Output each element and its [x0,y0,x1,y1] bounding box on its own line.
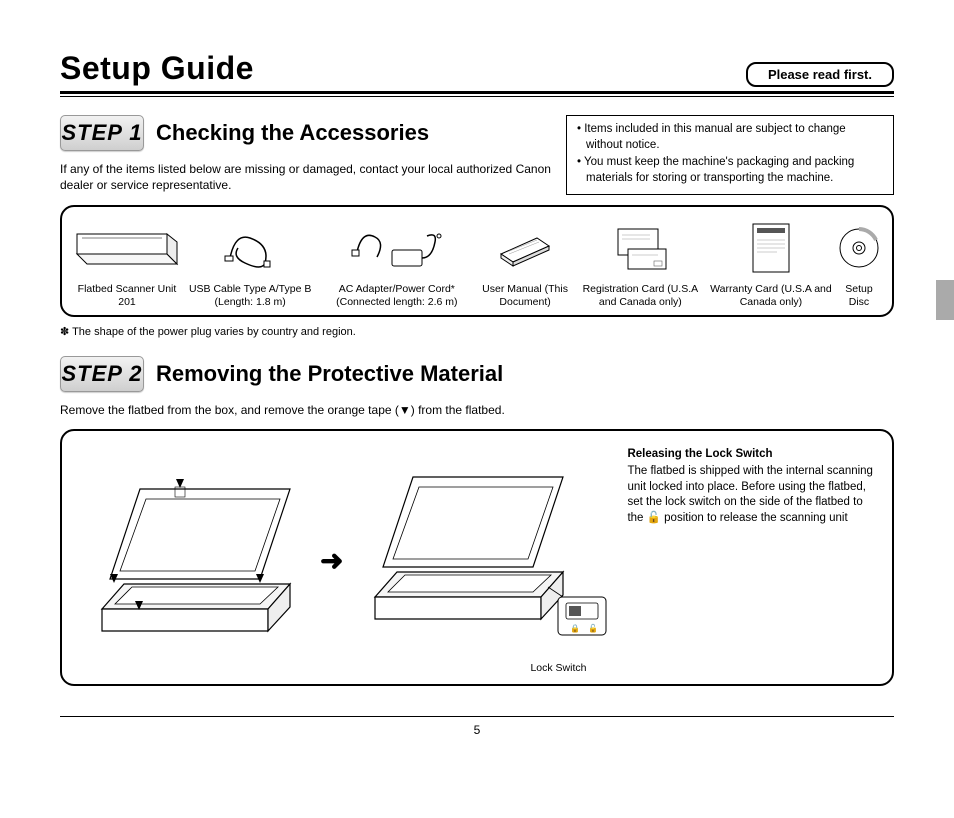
disc-icon [836,217,882,279]
step1-footnote: ✽ The shape of the power plug varies by … [60,325,894,338]
step2-title: Removing the Protective Material [156,361,503,387]
svg-text:🔓: 🔓 [588,623,598,633]
accessory-item: USB Cable Type A/Type B (Length: 1.8 m) [186,217,314,309]
lock-switch-label: Lock Switch [503,662,613,674]
accessory-label: Flatbed Scanner Unit 201 [72,283,182,309]
header-row: Setup Guide Please read first. [60,50,894,87]
page-title: Setup Guide [60,50,254,87]
arrow-icon: ➜ [320,544,343,577]
lock-switch-title: Releasing the Lock Switch [627,447,874,463]
accessories-box: Flatbed Scanner Unit 201 USB Cable Type … [60,205,894,317]
lock-switch-body: The flatbed is shipped with the internal… [627,465,873,524]
step2-header: STEP 2 Removing the Protective Material [60,356,894,392]
scanner-illustrations: ➜ 🔒 🔓 Lock Switch [80,447,613,674]
step1-header-block: STEP 1 Checking the Accessories If any o… [60,115,894,195]
step1-badge: STEP 1 [60,115,144,151]
notice-item: • You must keep the machine's packaging … [586,155,883,186]
accessory-item: Flatbed Scanner Unit 201 [72,217,182,309]
read-first-badge: Please read first. [746,62,894,87]
step2-badge: STEP 2 [60,356,144,392]
notice-box: • Items included in this manual are subj… [566,115,894,195]
rule-thin [60,96,894,97]
accessory-label: Warranty Card (U.S.A and Canada only) [710,283,832,309]
page-edge-tab [936,280,954,320]
accessory-item: Warranty Card (U.S.A and Canada only) [710,217,832,309]
step2-box: ➜ 🔒 🔓 Lock Switch Re [60,429,894,686]
step2-intro: Remove the flatbed from the box, and rem… [60,402,894,418]
manual-icon [493,217,557,279]
scanner-icon [72,217,182,279]
accessory-label: Registration Card (U.S.A and Canada only… [575,283,706,309]
accessory-item: AC Adapter/Power Cord* (Connected length… [318,217,475,309]
rule-thick [60,91,894,94]
page-number: 5 [60,723,894,737]
accessory-label: User Manual (This Document) [479,283,570,309]
accessory-label: Setup Disc [836,283,882,309]
accessory-item: User Manual (This Document) [479,217,570,309]
scanner-after: 🔒 🔓 Lock Switch [353,447,613,674]
footer-rule [60,716,894,717]
usb-cable-icon [220,217,280,279]
lock-switch-text: Releasing the Lock Switch The flatbed is… [627,447,874,527]
step1-title: Checking the Accessories [156,120,429,146]
ac-adapter-icon [347,217,447,279]
accessory-label: AC Adapter/Power Cord* (Connected length… [318,283,475,309]
reg-card-icon [610,217,670,279]
accessory-item: Registration Card (U.S.A and Canada only… [575,217,706,309]
notice-item: • Items included in this manual are subj… [586,122,883,153]
accessory-label: USB Cable Type A/Type B (Length: 1.8 m) [186,283,314,309]
svg-text:🔒: 🔒 [570,624,580,633]
step1-intro: If any of the items listed below are mis… [60,161,552,193]
warranty-card-icon [747,217,795,279]
scanner-before [80,459,310,662]
accessory-item: Setup Disc [836,217,882,309]
